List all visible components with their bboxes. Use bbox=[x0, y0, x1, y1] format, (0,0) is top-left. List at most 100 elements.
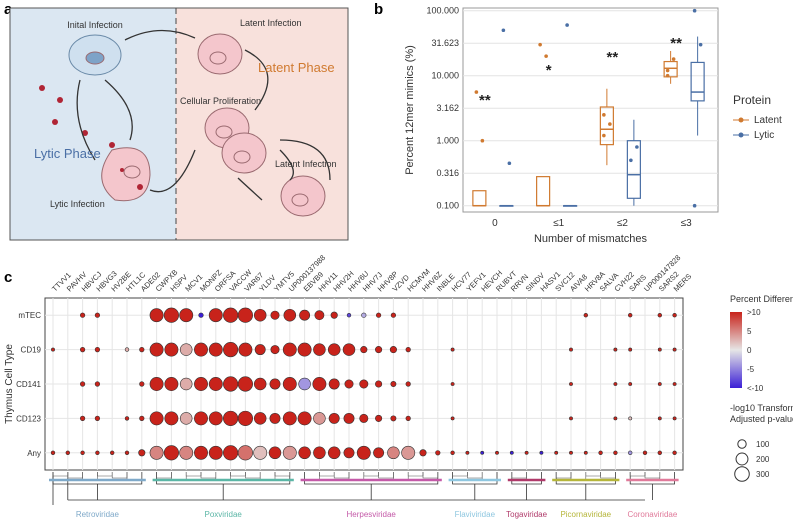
y-tick-label: Any bbox=[27, 449, 41, 458]
dot bbox=[124, 416, 130, 421]
dot bbox=[80, 450, 85, 455]
dot bbox=[613, 382, 618, 386]
family-label: Picornaviridae bbox=[560, 510, 611, 519]
dot bbox=[208, 445, 223, 460]
dot bbox=[328, 412, 340, 424]
dot bbox=[237, 445, 253, 461]
dot bbox=[194, 342, 208, 357]
dot bbox=[313, 446, 326, 460]
dot bbox=[149, 411, 164, 426]
dot bbox=[198, 312, 204, 318]
point bbox=[629, 158, 633, 163]
dendrogram bbox=[274, 472, 291, 477]
legend-dot bbox=[738, 117, 744, 123]
box bbox=[626, 140, 641, 199]
dot bbox=[465, 450, 470, 455]
dot bbox=[343, 412, 355, 424]
dot bbox=[539, 450, 544, 455]
dot bbox=[405, 346, 411, 353]
arrows bbox=[76, 29, 331, 201]
dendrogram bbox=[230, 472, 246, 477]
label: Latent Phase bbox=[258, 60, 335, 75]
dot bbox=[359, 413, 369, 423]
dendrogram bbox=[111, 472, 128, 479]
dot bbox=[254, 344, 266, 356]
dot bbox=[139, 346, 145, 353]
dendrogram bbox=[319, 472, 335, 477]
annotation: ** bbox=[670, 35, 682, 52]
dendrogram bbox=[156, 472, 172, 479]
dendrogram bbox=[422, 472, 439, 479]
dot bbox=[51, 347, 55, 352]
dot bbox=[361, 312, 367, 318]
dot bbox=[360, 346, 368, 354]
dot bbox=[375, 346, 383, 354]
box bbox=[663, 60, 678, 78]
label: Cellular Proliferation bbox=[180, 96, 261, 106]
dot bbox=[375, 312, 382, 318]
dot bbox=[50, 450, 56, 455]
dot bbox=[163, 307, 179, 323]
dot bbox=[390, 312, 397, 318]
legend-title: Percent Difference bbox=[730, 294, 793, 304]
dot bbox=[450, 450, 455, 455]
legend-title: -log10 Transformed bbox=[730, 403, 793, 413]
dot bbox=[583, 313, 588, 318]
dot bbox=[450, 416, 455, 421]
nucleus bbox=[233, 150, 251, 164]
dot bbox=[628, 416, 633, 421]
dot bbox=[314, 310, 325, 321]
dot bbox=[270, 310, 280, 320]
legend-label: Lytic bbox=[754, 130, 774, 141]
box bbox=[690, 61, 705, 102]
dot bbox=[149, 308, 164, 323]
dot bbox=[299, 309, 311, 321]
point bbox=[608, 122, 612, 126]
x-tick-label: 0 bbox=[492, 218, 498, 229]
dendrogram bbox=[67, 472, 83, 479]
dot bbox=[282, 445, 297, 460]
dot bbox=[657, 347, 662, 352]
dot bbox=[554, 450, 559, 455]
family-label: Herpesviridae bbox=[347, 510, 397, 519]
dot bbox=[628, 313, 633, 318]
dot bbox=[79, 415, 86, 422]
dot bbox=[94, 415, 101, 422]
dendrogram bbox=[600, 472, 616, 479]
dot bbox=[672, 382, 677, 386]
dendrogram bbox=[511, 472, 527, 479]
y-tick-label: CD141 bbox=[16, 380, 41, 389]
y-tick-label: 10.000 bbox=[431, 71, 459, 81]
nucleus bbox=[123, 165, 141, 179]
dot bbox=[613, 450, 618, 455]
y-axis-title: Percent 12mer mimics (%) bbox=[404, 45, 416, 175]
diagram: Inital Infection Latent Infection Latent… bbox=[9, 7, 349, 241]
label: Latent Infection bbox=[275, 159, 337, 169]
y-tick-label: mTEC bbox=[18, 311, 41, 320]
dendrogram bbox=[200, 472, 217, 479]
y-tick-label: CD19 bbox=[21, 346, 42, 355]
dot bbox=[569, 450, 573, 455]
dot bbox=[110, 450, 115, 455]
dot bbox=[223, 376, 239, 392]
dot bbox=[373, 447, 385, 459]
point bbox=[665, 73, 670, 78]
y-tick-label: 31.623 bbox=[431, 38, 459, 48]
dot bbox=[628, 347, 633, 352]
dot bbox=[672, 416, 677, 421]
dot bbox=[223, 445, 239, 461]
nucleus bbox=[291, 193, 309, 207]
annotation: * bbox=[546, 62, 552, 79]
point bbox=[565, 23, 569, 27]
dot bbox=[327, 446, 341, 460]
dot bbox=[524, 450, 529, 455]
dot bbox=[149, 445, 164, 460]
y-tick-label: 100.000 bbox=[426, 6, 459, 16]
legend-label: Latent bbox=[754, 115, 782, 126]
dot bbox=[94, 346, 101, 353]
dot bbox=[598, 450, 603, 455]
y-tick-label: 0.100 bbox=[436, 201, 459, 211]
dendrogram bbox=[185, 472, 202, 477]
legend-title: Adjusted p-values bbox=[730, 414, 793, 424]
